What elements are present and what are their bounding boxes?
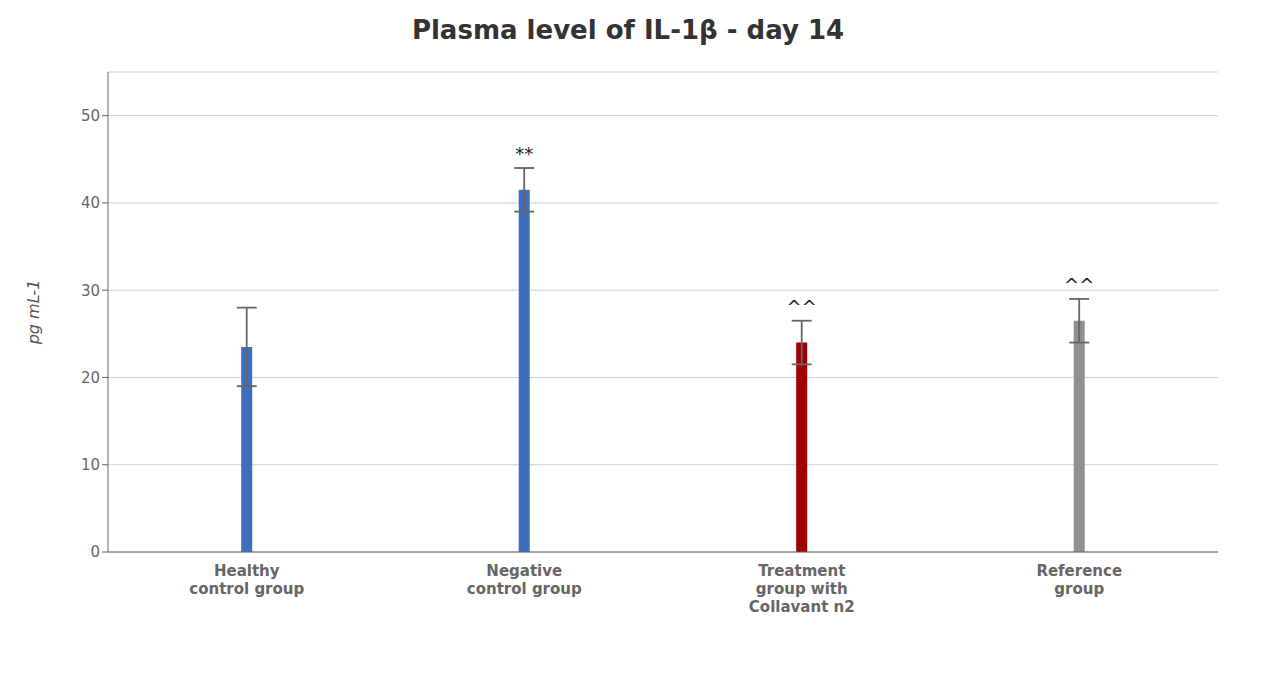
svg-text:^^: ^^ (787, 296, 817, 317)
svg-text:20: 20 (81, 369, 100, 387)
svg-text:0: 0 (90, 543, 100, 561)
svg-text:30: 30 (81, 282, 100, 300)
svg-text:Referencegroup: Referencegroup (1036, 562, 1122, 598)
html-text:Plasma level of IL-1β - day 14: Plasma level of IL-1β - day 14 (411, 15, 845, 45)
svg-text:**: ** (515, 143, 533, 164)
svg-text:Negativecontrol group: Negativecontrol group (467, 562, 582, 598)
svg-text:pg mL-1: pg mL-1 (24, 280, 43, 346)
svg-text:40: 40 (81, 194, 100, 212)
svg-text:10: 10 (81, 456, 100, 474)
svg-text:^^: ^^ (1064, 274, 1094, 295)
svg-text:50: 50 (81, 107, 100, 125)
svg-text:Treatmentgroup withCollavant n: Treatmentgroup withCollavant n2 (749, 562, 855, 616)
svg-text:Healthycontrol group: Healthycontrol group (189, 562, 304, 598)
